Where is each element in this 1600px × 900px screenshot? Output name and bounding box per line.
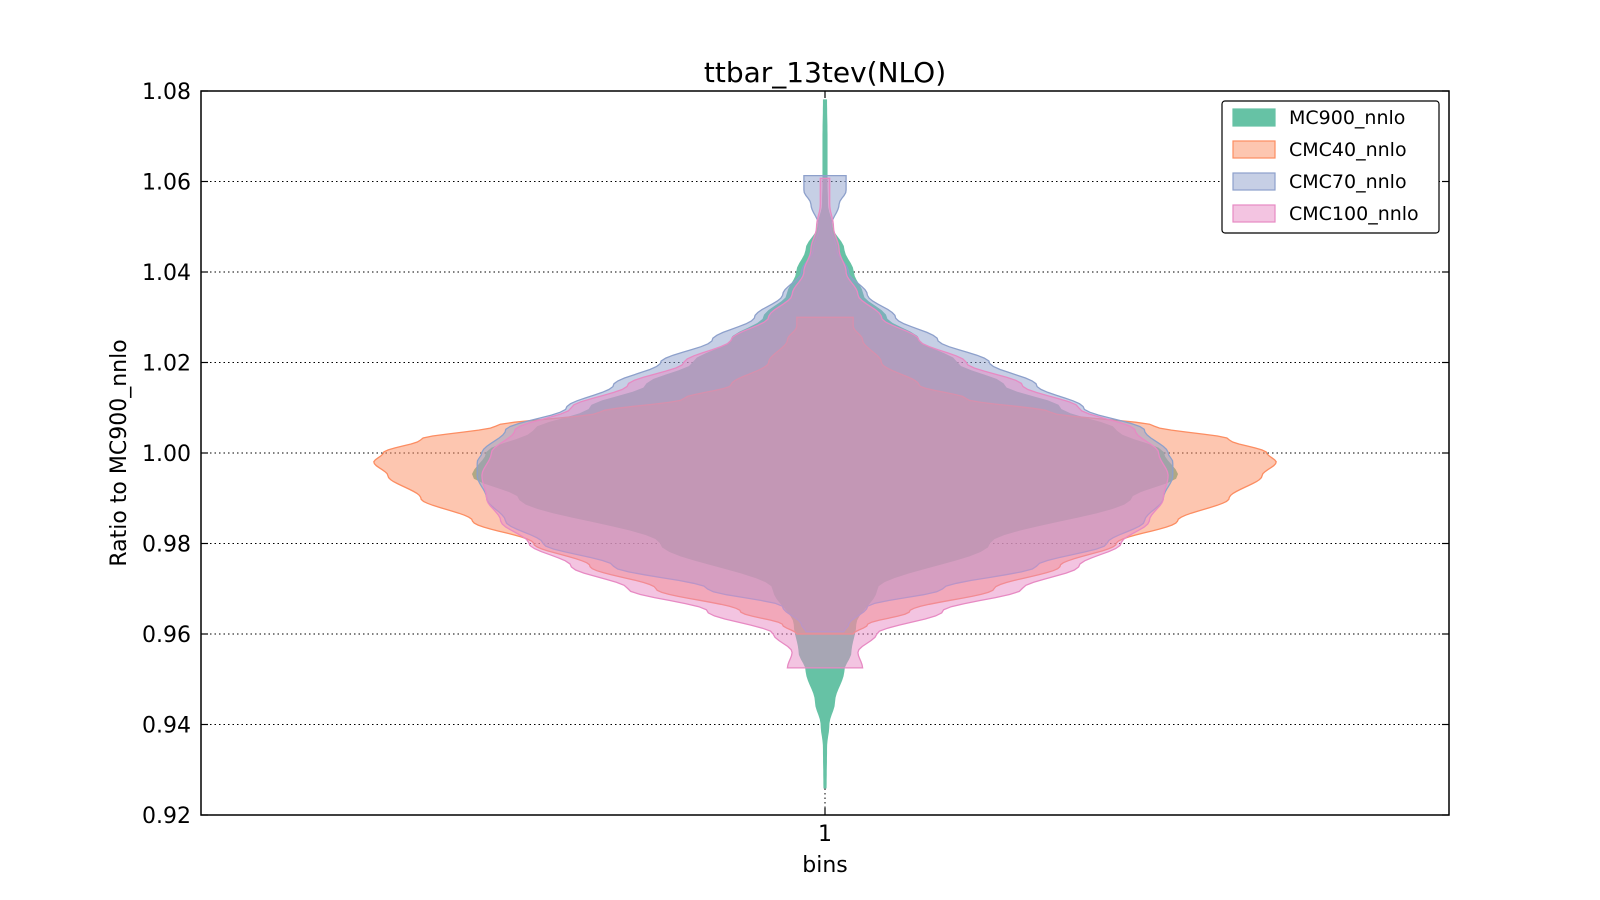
y-tick-label: 1.06 — [142, 171, 191, 196]
y-tick-label: 0.94 — [142, 714, 191, 739]
legend-label: MC900_nnlo — [1289, 107, 1405, 129]
legend-swatch — [1232, 204, 1276, 223]
y-axis-label: Ratio to MC900_nnlo — [107, 339, 132, 566]
x-axis-label: bins — [802, 853, 847, 878]
legend-box — [1221, 100, 1440, 234]
y-tick-label: 1.04 — [142, 261, 191, 286]
y-tick-label: 0.98 — [142, 533, 191, 558]
legend: MC900_nnlo CMC40_nnlo CMC70_nnlo CMC100_nnl… — [1221, 100, 1440, 234]
violin-cmc100-nnlo — [481, 177, 1169, 669]
y-tick-label: 1.02 — [142, 352, 191, 377]
legend-label: CMC40_nnlo — [1289, 139, 1407, 161]
y-tick-label: 1.08 — [142, 80, 191, 105]
legend-label: CMC70_nnlo — [1289, 171, 1407, 193]
chart-title: ttbar_13tev(NLO) — [704, 56, 946, 89]
y-tick-label: 0.96 — [142, 623, 191, 648]
legend-swatch — [1232, 108, 1276, 127]
x-tick-label: 1 — [818, 822, 832, 847]
axis-ticks: 0.92 0.94 0.96 0.98 1.00 1.02 1.04 1.06 1.08 1 — [142, 80, 1449, 847]
legend-swatch — [1232, 172, 1276, 191]
legend-swatch — [1232, 140, 1276, 159]
y-tick-label: 1.00 — [142, 442, 191, 467]
legend-label: CMC100_nnlo — [1289, 203, 1419, 225]
y-tick-label: 0.92 — [142, 804, 191, 829]
violins — [373, 99, 1277, 789]
